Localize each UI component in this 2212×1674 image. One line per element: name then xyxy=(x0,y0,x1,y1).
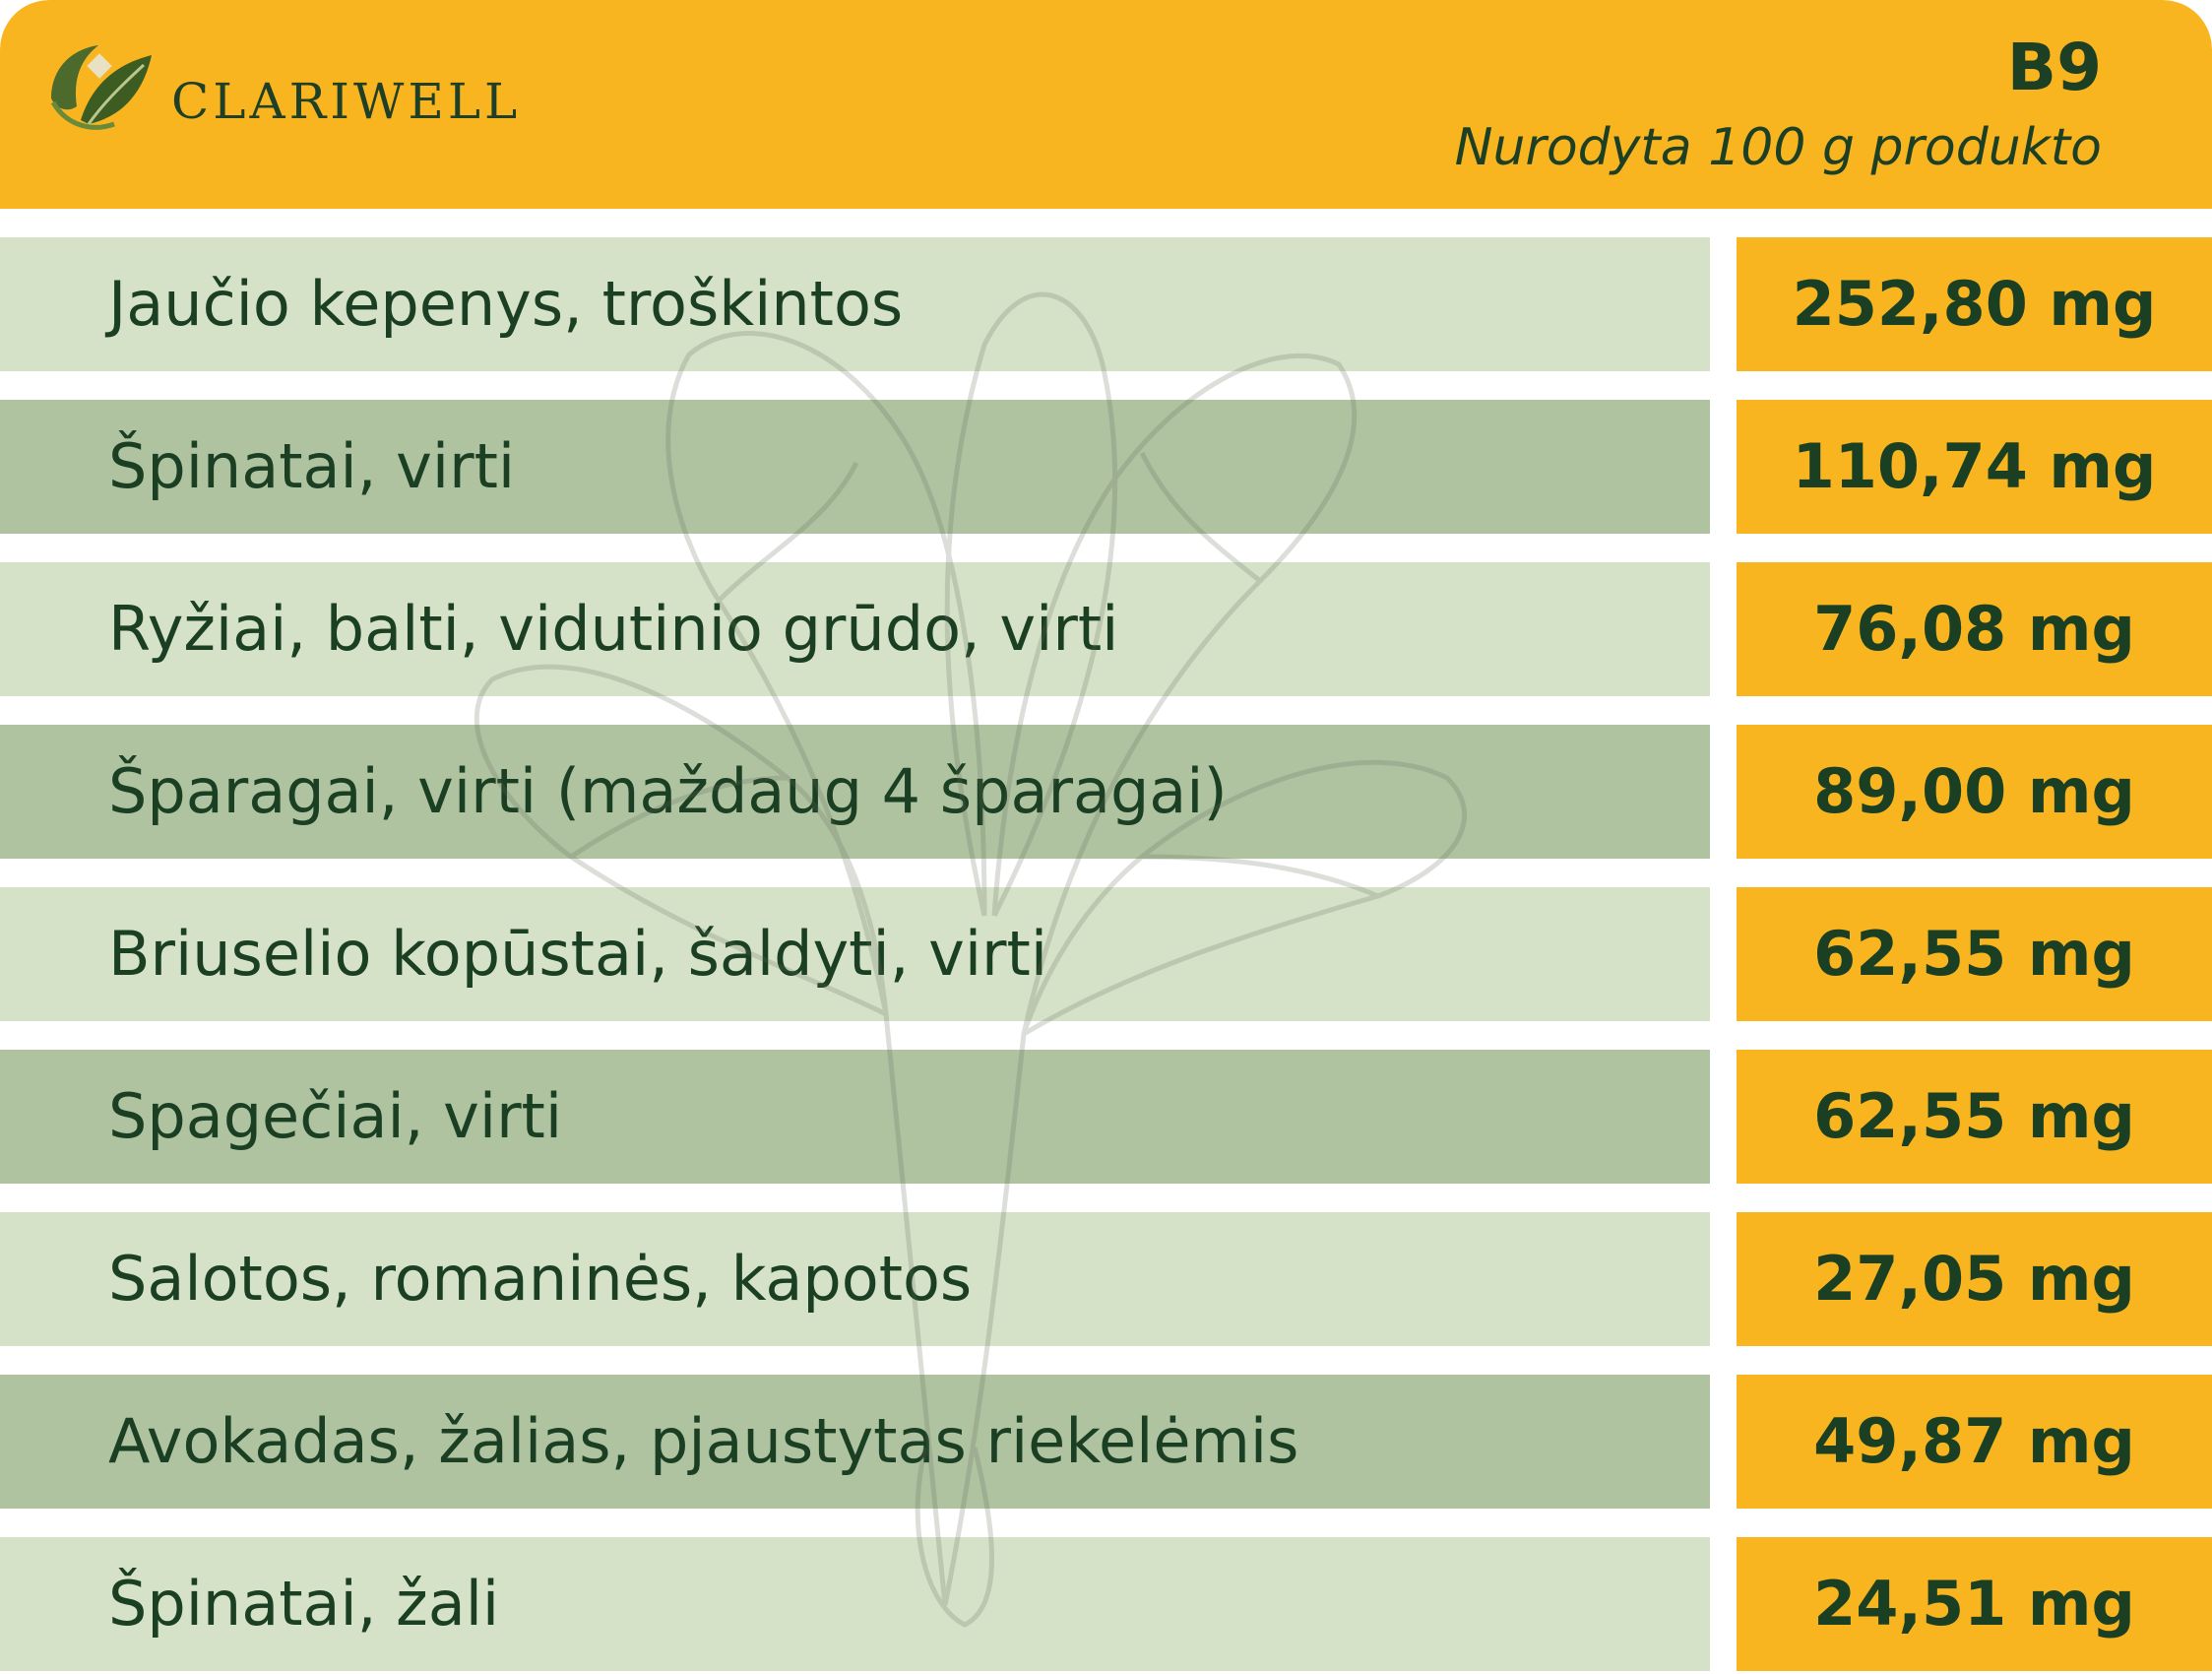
amount-value: 49,87 mg xyxy=(1813,1405,2135,1477)
food-cell: Špinatai, žali xyxy=(0,1537,1710,1671)
food-name: Spagečiai, virti xyxy=(108,1080,563,1152)
amount-value: 24,51 mg xyxy=(1813,1568,2135,1640)
amount-cell: 110,74 mg xyxy=(1737,400,2212,534)
amount-value: 62,55 mg xyxy=(1813,1080,2135,1152)
amount-cell: 76,08 mg xyxy=(1737,562,2212,696)
table-row: Špinatai, žali 24,51 mg xyxy=(0,1537,2212,1671)
amount-value: 89,00 mg xyxy=(1813,755,2135,827)
food-cell: Avokadas, žalias, pjaustytas riekelėmis xyxy=(0,1375,1710,1509)
table-row: Spagečiai, virti 62,55 mg xyxy=(0,1050,2212,1184)
table-row: Ryžiai, balti, vidutinio grūdo, virti 76… xyxy=(0,562,2212,696)
amount-value: 62,55 mg xyxy=(1813,918,2135,990)
header-bar: CLARIWELL B9 Nurodyta 100 g produkto xyxy=(0,0,2212,209)
brand-name: CLARIWELL xyxy=(171,73,522,130)
food-cell: Jaučio kepenys, troškintos xyxy=(0,237,1710,371)
vitamin-title: B9 xyxy=(2006,30,2102,105)
table-row: Avokadas, žalias, pjaustytas riekelėmis … xyxy=(0,1375,2212,1509)
amount-value: 76,08 mg xyxy=(1813,593,2135,665)
food-cell: Špinatai, virti xyxy=(0,400,1710,534)
amount-value: 27,05 mg xyxy=(1813,1243,2135,1315)
amount-cell: 24,51 mg xyxy=(1737,1537,2212,1671)
food-name: Špinatai, žali xyxy=(108,1568,500,1640)
amount-value: 110,74 mg xyxy=(1792,430,2157,502)
table-row: Briuselio kopūstai, šaldyti, virti 62,55… xyxy=(0,887,2212,1021)
food-name: Šparagai, virti (maždaug 4 šparagai) xyxy=(108,755,1228,827)
amount-cell: 27,05 mg xyxy=(1737,1212,2212,1346)
amount-cell: 62,55 mg xyxy=(1737,1050,2212,1184)
food-name: Briuselio kopūstai, šaldyti, virti xyxy=(108,918,1048,990)
food-name: Avokadas, žalias, pjaustytas riekelėmis xyxy=(108,1405,1299,1477)
food-name: Jaučio kepenys, troškintos xyxy=(108,268,904,340)
food-name: Ryžiai, balti, vidutinio grūdo, virti xyxy=(108,593,1119,665)
table-row: Špinatai, virti 110,74 mg xyxy=(0,400,2212,534)
amount-cell: 49,87 mg xyxy=(1737,1375,2212,1509)
subtitle: Nurodyta 100 g produkto xyxy=(1454,118,2102,177)
food-cell: Briuselio kopūstai, šaldyti, virti xyxy=(0,887,1710,1021)
table-row: Šparagai, virti (maždaug 4 šparagai) 89,… xyxy=(0,725,2212,859)
amount-cell: 252,80 mg xyxy=(1737,237,2212,371)
amount-cell: 62,55 mg xyxy=(1737,887,2212,1021)
table-row: Salotos, romaninės, kapotos 27,05 mg xyxy=(0,1212,2212,1346)
food-cell: Spagečiai, virti xyxy=(0,1050,1710,1184)
leaf-logo-icon xyxy=(50,45,152,130)
food-name: Špinatai, virti xyxy=(108,430,516,502)
amount-cell: 89,00 mg xyxy=(1737,725,2212,859)
food-name: Salotos, romaninės, kapotos xyxy=(108,1243,973,1315)
food-cell: Ryžiai, balti, vidutinio grūdo, virti xyxy=(0,562,1710,696)
food-cell: Salotos, romaninės, kapotos xyxy=(0,1212,1710,1346)
food-cell: Šparagai, virti (maždaug 4 šparagai) xyxy=(0,725,1710,859)
table-row: Jaučio kepenys, troškintos 252,80 mg xyxy=(0,237,2212,371)
amount-value: 252,80 mg xyxy=(1792,268,2157,340)
